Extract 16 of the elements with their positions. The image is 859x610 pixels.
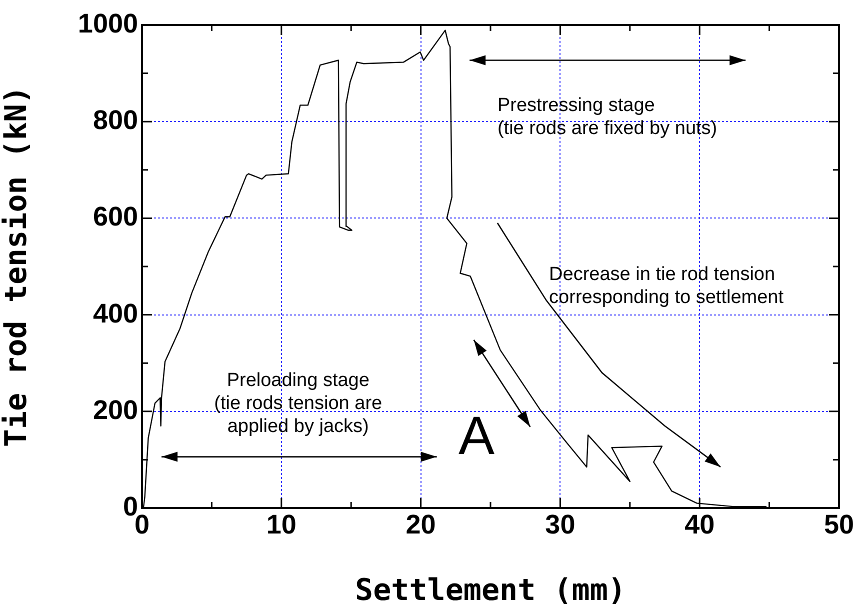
- annotation: Decrease in tie rod tension corresponding to settlement: [549, 264, 784, 310]
- x-axis-title: Settlement (mm): [355, 572, 626, 608]
- y-tick-label: 200: [92, 394, 138, 425]
- y-tick-label: 800: [92, 105, 138, 136]
- x-tick-label: 40: [684, 510, 715, 540]
- x-tick-label: 30: [545, 510, 576, 540]
- y-tick-label: 400: [92, 298, 138, 328]
- annotation: A: [458, 405, 495, 468]
- y-tick-label: 600: [92, 202, 138, 232]
- annotation: Prestressing stage (tie rods are fixed by nuts): [497, 95, 718, 141]
- y-tick-label: 1000: [78, 8, 138, 38]
- annotation: Preloading stage (tie rods tension are applied by jacks): [214, 370, 382, 439]
- y-axis-title: Tie rod tension (kN): [0, 86, 34, 448]
- x-tick-label: 50: [824, 510, 854, 540]
- x-tick-label: 20: [406, 510, 436, 540]
- x-tick-label: 10: [266, 510, 296, 540]
